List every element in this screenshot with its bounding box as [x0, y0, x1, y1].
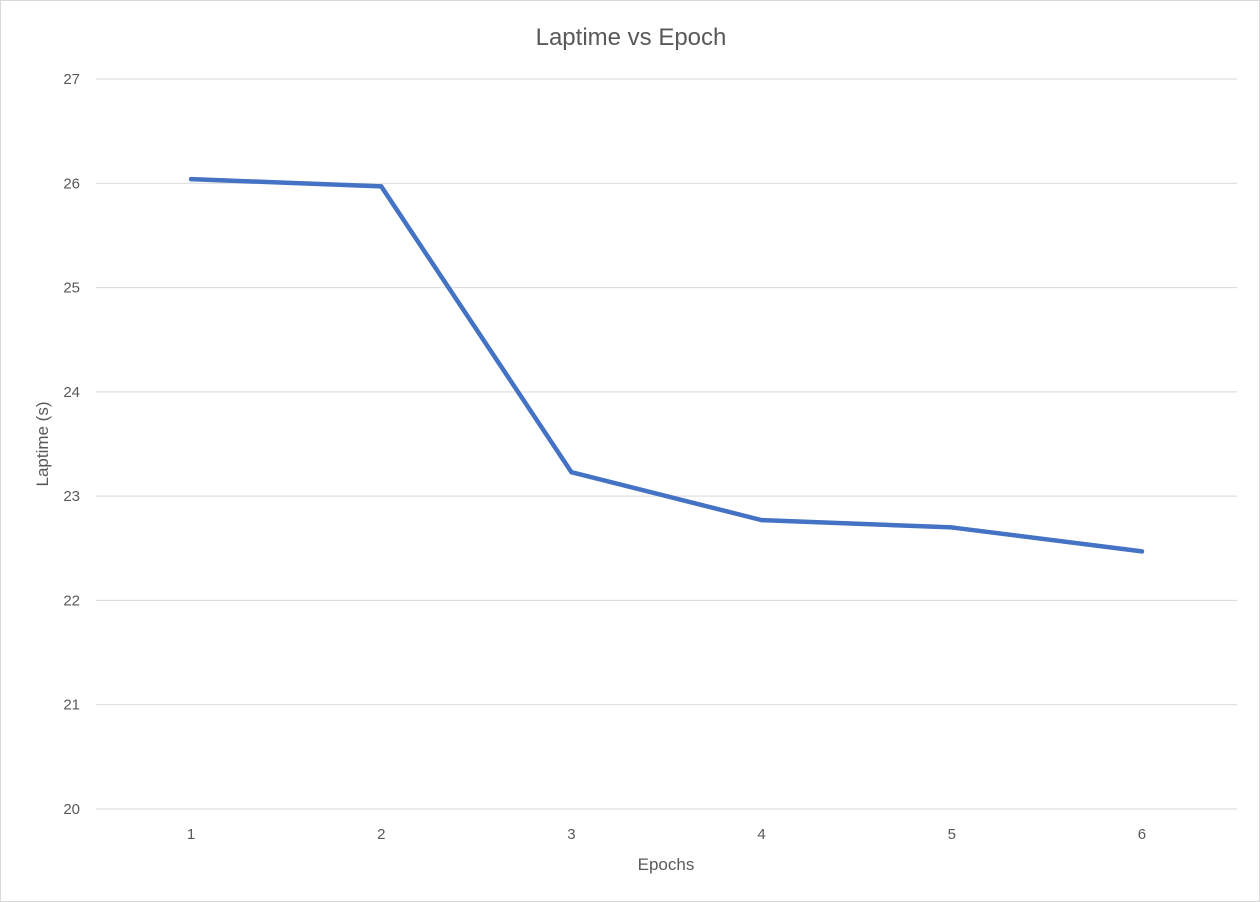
x-axis-title: Epochs: [638, 855, 695, 874]
data-point: [379, 184, 384, 189]
x-tick-label: 4: [757, 826, 765, 843]
x-tick-label: 5: [948, 826, 956, 843]
gridlines: [96, 78, 1237, 810]
data-point: [188, 176, 194, 182]
y-tick-label: 20: [63, 801, 80, 818]
data-point: [1139, 549, 1145, 554]
y-tick-label: 26: [63, 175, 80, 192]
data-point: [569, 469, 574, 475]
y-tick-label: 27: [63, 71, 80, 88]
x-tick-label: 3: [567, 826, 575, 843]
chart-title: Laptime vs Epoch: [536, 24, 727, 51]
y-tick-label: 23: [63, 488, 80, 505]
y-tick-label: 22: [63, 592, 80, 609]
y-tick-label: 25: [63, 280, 80, 297]
y-tick-label: 21: [63, 697, 80, 714]
x-axis-tick-labels: 1 2 3 4 5 6: [187, 826, 1146, 843]
x-tick-label: 1: [187, 826, 195, 843]
data-point: [949, 525, 954, 530]
x-tick-label: 2: [377, 826, 385, 843]
series-layer: [188, 176, 1145, 554]
x-tick-label: 6: [1138, 826, 1146, 843]
series-line: [188, 176, 1145, 554]
y-axis-title: Laptime (s): [33, 401, 52, 486]
data-point: [759, 517, 764, 523]
y-axis-tick-labels: 20 21 22 23 24 25 26 27: [63, 71, 80, 818]
y-tick-label: 24: [63, 384, 80, 401]
